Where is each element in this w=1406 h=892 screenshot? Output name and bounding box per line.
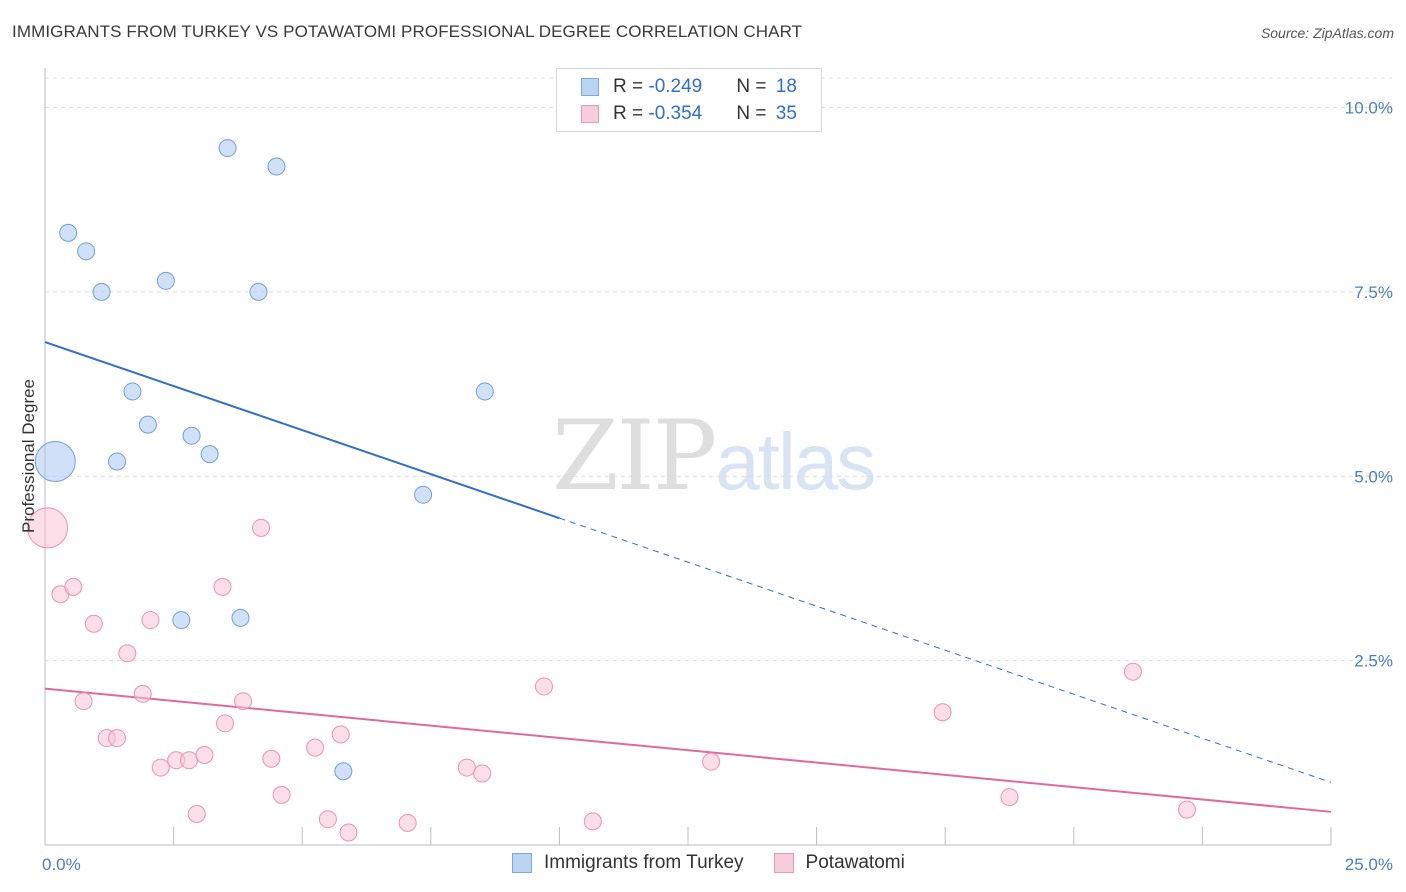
turkey-trend-line-dashed — [559, 517, 1332, 783]
potawatomi-point — [1000, 788, 1019, 807]
potawatomi-point — [702, 752, 721, 771]
legend-r-label: R = — [613, 103, 649, 124]
potawatomi-point — [133, 684, 152, 703]
turkey-point — [475, 382, 494, 401]
y-axis-label: Professional Degree — [19, 379, 38, 533]
watermark-zip: ZIP — [552, 400, 717, 512]
potawatomi-point — [234, 692, 253, 711]
y-tick-label: 2.5% — [1354, 652, 1393, 671]
potawatomi-point — [457, 758, 476, 777]
legend-r-value: -0.354 — [648, 103, 703, 124]
watermark-atlas: atlas — [715, 417, 876, 506]
potawatomi-point — [187, 805, 206, 824]
grid-lines — [45, 77, 1392, 662]
potawatomi-point — [213, 577, 232, 596]
potawatomi-point — [108, 729, 127, 748]
legend-r-value: -0.249 — [648, 76, 703, 97]
y-tick-label: 5.0% — [1354, 467, 1393, 486]
turkey-point — [59, 223, 78, 242]
legend-box: R = -0.249 N = 18 R = -0.354 N = 35 — [556, 68, 822, 132]
turkey-trend-line — [44, 341, 560, 520]
y-tick-label: 10.0% — [1345, 99, 1393, 118]
potawatomi-point — [933, 703, 952, 722]
tick-labels: 2.5% 5.0% 7.5% 10.0% 0.0% 25.0% Professional D… — [19, 99, 1393, 875]
legend-row-potawatomi: R = -0.354 N = 35 — [581, 102, 797, 126]
turkey-point — [200, 445, 219, 464]
potawatomi-point — [534, 677, 553, 696]
data-points — [27, 139, 1196, 842]
turkey-point — [218, 139, 237, 158]
y-tick-label: 7.5% — [1354, 283, 1393, 302]
potawatomi-point — [84, 614, 103, 633]
legend-n-label: N = — [736, 103, 772, 124]
potawatomi-point — [252, 518, 271, 537]
turkey-point — [34, 441, 76, 482]
potawatomi-trend-line — [44, 687, 1332, 813]
legend-n-value: 35 — [775, 103, 797, 124]
legend-swatch-potawatomi — [581, 105, 599, 123]
turkey-point — [249, 282, 268, 301]
bottom-legend: Immigrants from Turkey Potawatomi — [512, 852, 935, 874]
turkey-point — [123, 382, 142, 401]
legend-row-turkey: R = -0.249 N = 18 — [581, 75, 797, 99]
potawatomi-point — [64, 577, 83, 596]
bottom-legend-swatch-turkey — [512, 853, 532, 873]
potawatomi-point — [306, 738, 325, 757]
potawatomi-point — [118, 644, 137, 663]
turkey-point — [172, 611, 191, 630]
turkey-point — [334, 762, 353, 781]
turkey-point — [92, 282, 111, 301]
legend-r-label: R = — [613, 76, 649, 97]
potawatomi-point — [473, 764, 492, 783]
source-label: Source: ZipAtlas.com — [1260, 25, 1394, 41]
legend-n-value: 18 — [775, 76, 797, 97]
chart-title: IMMIGRANTS FROM TURKEY VS POTAWATOMI PRO… — [12, 22, 803, 41]
potawatomi-point — [74, 692, 93, 711]
potawatomi-point — [262, 749, 281, 768]
potawatomi-point — [583, 812, 602, 831]
turkey-point — [138, 415, 157, 434]
bottom-legend-turkey: Immigrants from Turkey — [512, 852, 744, 874]
potawatomi-point — [216, 714, 235, 733]
potawatomi-point — [1123, 662, 1142, 681]
potawatomi-point — [272, 785, 291, 804]
bottom-legend-swatch-potawatomi — [773, 853, 794, 873]
bottom-legend-label-potawatomi: Potawatomi — [805, 852, 905, 873]
x-tick-label: 0.0% — [42, 855, 81, 874]
watermark: ZIPatlas — [552, 400, 876, 512]
bottom-legend-label-turkey: Immigrants from Turkey — [544, 852, 744, 873]
potawatomi-point — [151, 758, 170, 777]
turkey-point — [182, 426, 201, 445]
x-tick-label: 25.0% — [1345, 855, 1393, 874]
turkey-point — [77, 242, 96, 261]
trend-lines — [44, 341, 1332, 813]
potawatomi-point — [180, 751, 199, 770]
potawatomi-point — [318, 810, 337, 829]
potawatomi-point — [195, 746, 214, 765]
turkey-point — [156, 271, 175, 290]
turkey-point — [267, 157, 286, 176]
turkey-point — [231, 608, 250, 627]
turkey-point — [414, 485, 433, 504]
potawatomi-point — [141, 611, 160, 630]
legend-swatch-turkey — [581, 78, 599, 96]
potawatomi-point — [331, 725, 350, 744]
axes — [44, 68, 1332, 846]
legend-n-label: N = — [736, 76, 772, 97]
potawatomi-point — [398, 813, 417, 832]
turkey-point — [108, 452, 127, 471]
potawatomi-point — [27, 507, 69, 549]
potawatomi-point — [339, 823, 358, 842]
potawatomi-point — [1177, 800, 1196, 819]
bottom-legend-potawatomi: Potawatomi — [773, 852, 905, 874]
